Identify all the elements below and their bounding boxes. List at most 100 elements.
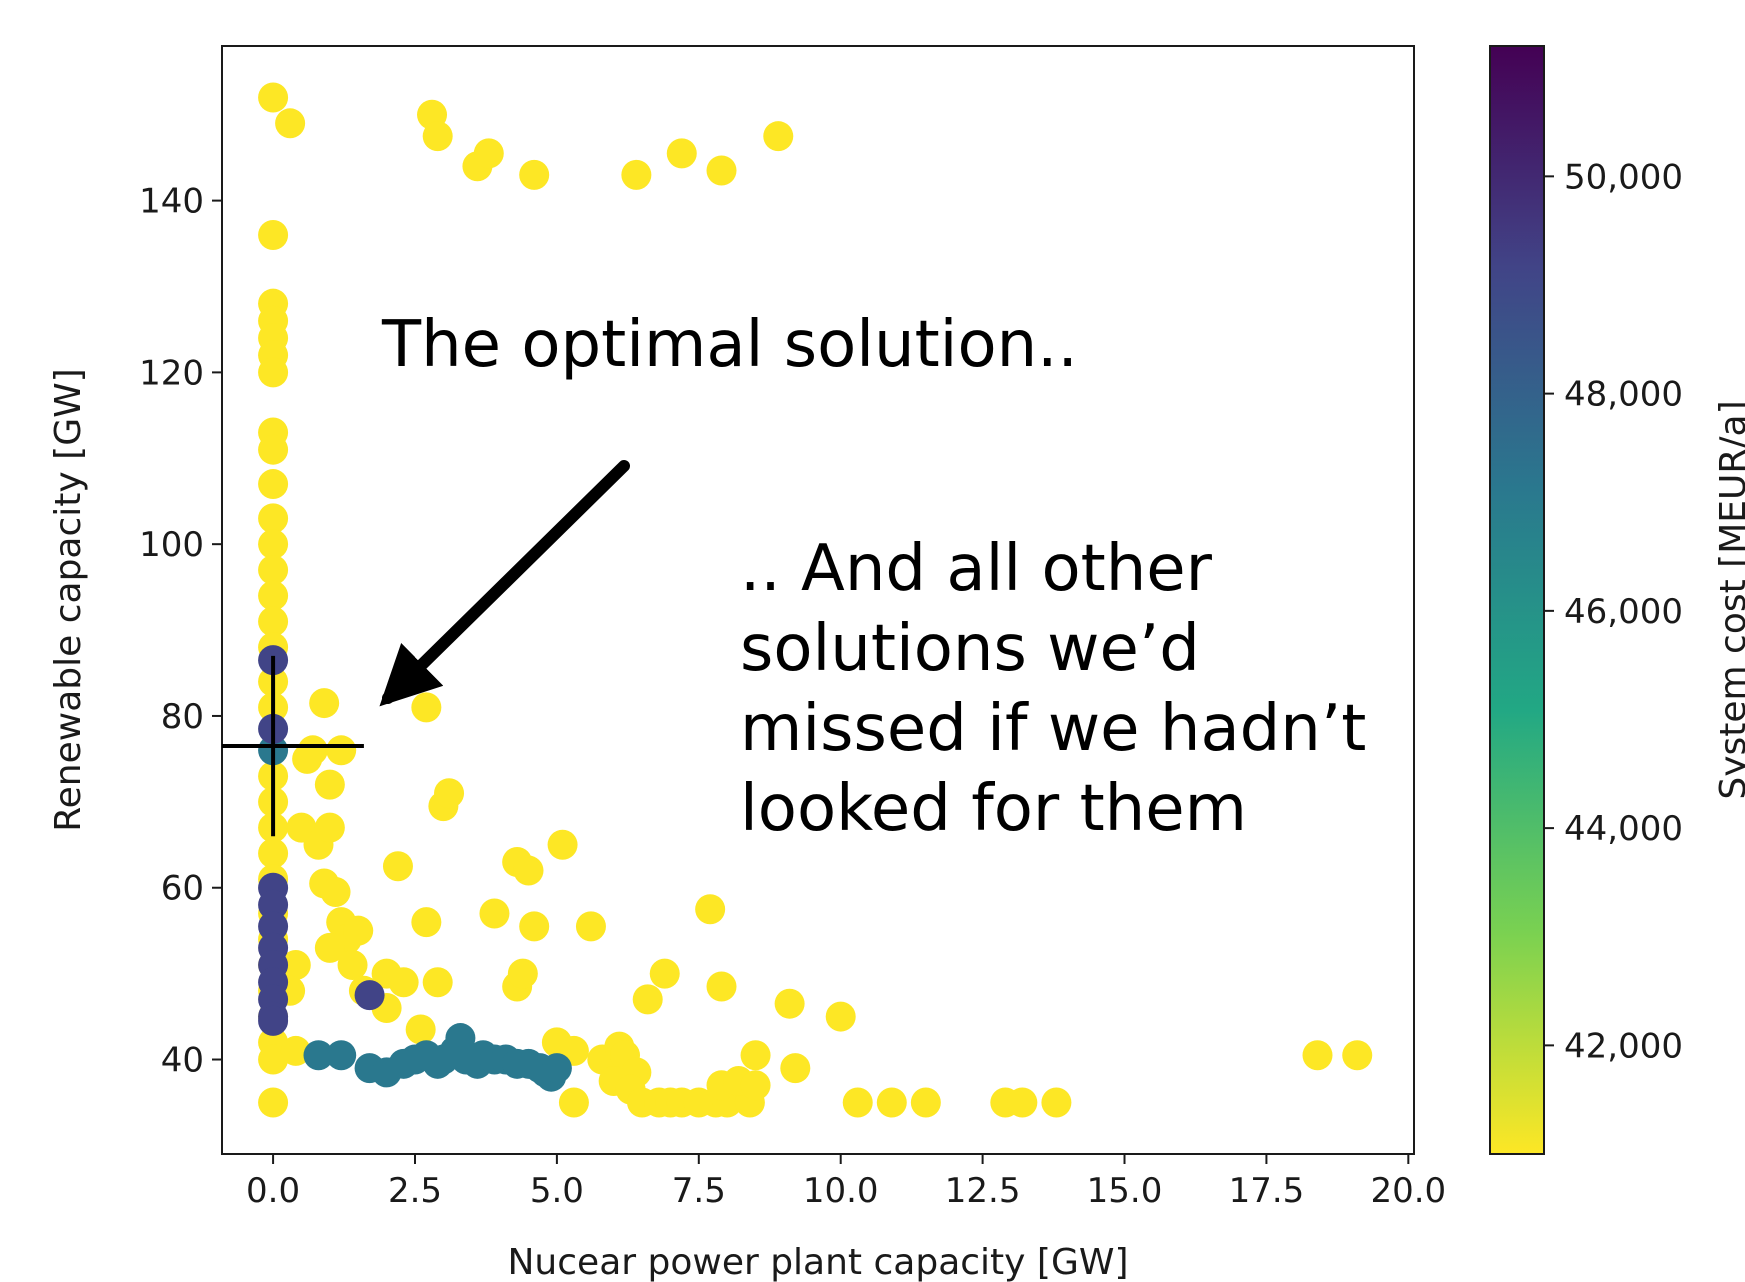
y-tick-label: 40: [161, 1041, 204, 1081]
annotation-line-4: looked for them: [740, 772, 1247, 846]
data-point: [558, 1087, 589, 1118]
data-point: [258, 82, 289, 113]
x-axis-label: Nucear power plant capacity [GW]: [508, 1242, 1129, 1282]
x-tick-label: 0.0: [246, 1171, 300, 1211]
x-axis-ticks: 0.0 2.5 5.0 7.5 10.0 12.5 15.0 17.5 20.0: [246, 1154, 1446, 1211]
y-tick-label: 140: [139, 182, 204, 222]
data-point: [292, 743, 323, 774]
data-point: [519, 911, 550, 942]
data-point: [258, 554, 289, 585]
data-points: [258, 82, 1373, 1118]
annotation-other-solutions: .. And all other solutions we’d missed i…: [740, 532, 1387, 846]
x-tick-label: 17.5: [1229, 1171, 1305, 1211]
data-point: [309, 688, 340, 719]
y-tick-label: 120: [139, 353, 204, 393]
data-point: [706, 971, 737, 1002]
annotation-line-2: solutions we’d: [740, 612, 1200, 686]
y-tick-label: 80: [161, 697, 204, 737]
colorbar: [1489, 45, 1545, 1155]
data-point: [411, 907, 442, 938]
y-tick-label: 60: [161, 869, 204, 909]
x-tick-label: 5.0: [530, 1171, 584, 1211]
data-point: [382, 851, 413, 882]
data-point: [740, 1040, 771, 1071]
data-point: [258, 838, 289, 869]
annotation-line-3: missed if we hadn’t: [740, 692, 1366, 766]
data-point: [326, 735, 357, 766]
data-point: [258, 1005, 289, 1036]
data-point: [876, 1087, 907, 1118]
annotation-optimal-line: The optimal solution..: [381, 308, 1078, 382]
data-point: [842, 1087, 873, 1118]
colorbar-label: System cost [MEUR/a]: [1713, 400, 1745, 799]
data-point: [258, 529, 289, 560]
data-point: [774, 988, 805, 1019]
data-point: [763, 121, 794, 152]
data-point: [825, 1001, 856, 1032]
data-point: [547, 829, 578, 860]
annotation-arrow: [379, 460, 630, 707]
data-point: [621, 159, 652, 190]
data-point: [1302, 1040, 1333, 1071]
data-point: [411, 692, 442, 723]
data-point: [258, 606, 289, 637]
data-point: [473, 138, 504, 169]
annotation-line-1: .. And all other: [740, 532, 1213, 606]
data-point: [405, 1014, 436, 1045]
data-point: [314, 769, 345, 800]
annotation-optimal: The optimal solution..: [381, 308, 1078, 382]
x-tick-label: 15.0: [1087, 1171, 1163, 1211]
x-tick-label: 2.5: [388, 1171, 442, 1211]
data-point: [258, 1087, 289, 1118]
y-axis-ticks: 40 60 80 100 120 140: [139, 182, 222, 1081]
data-point: [258, 434, 289, 465]
data-point: [343, 915, 374, 946]
data-point: [1342, 1040, 1373, 1071]
x-tick-label: 10.0: [803, 1171, 879, 1211]
data-point: [326, 1040, 357, 1071]
data-point: [575, 911, 606, 942]
data-point: [314, 932, 345, 963]
data-point: [695, 894, 726, 925]
x-tick-label: 7.5: [672, 1171, 726, 1211]
data-point: [280, 950, 311, 981]
colorbar-tick-label: 46,000: [1564, 592, 1683, 632]
data-point: [513, 855, 544, 886]
colorbar-ticks: 42,000 44,000 46,000 48,000 50,000: [1544, 157, 1683, 1066]
data-point: [740, 1070, 771, 1101]
data-point: [1007, 1087, 1038, 1118]
data-point: [910, 1087, 941, 1118]
data-point: [1041, 1087, 1072, 1118]
data-point: [649, 958, 680, 989]
x-tick-label: 12.5: [945, 1171, 1021, 1211]
data-point: [314, 812, 345, 843]
data-point: [280, 1035, 311, 1066]
data-point: [519, 159, 550, 190]
colorbar-tick-label: 42,000: [1564, 1026, 1683, 1066]
colorbar-tick-label: 50,000: [1564, 157, 1683, 197]
y-tick-label: 100: [139, 525, 204, 565]
colorbar-tick-label: 44,000: [1564, 809, 1683, 849]
optimal-solution-crosshair: [222, 655, 364, 837]
data-point: [258, 911, 289, 942]
data-point: [258, 1044, 289, 1075]
data-point: [258, 469, 289, 500]
x-tick-label: 20.0: [1370, 1171, 1446, 1211]
data-point: [275, 108, 306, 139]
data-point: [258, 503, 289, 534]
data-point: [666, 138, 697, 169]
y-axis-label: Renewable capacity [GW]: [48, 368, 89, 831]
data-point: [434, 778, 465, 809]
data-point: [258, 219, 289, 250]
data-point: [780, 1053, 811, 1084]
data-point: [632, 984, 663, 1015]
data-point: [388, 967, 419, 998]
data-point: [479, 898, 510, 929]
data-point: [320, 877, 351, 908]
data-point: [507, 958, 538, 989]
data-point: [706, 155, 737, 186]
data-point: [422, 967, 453, 998]
colorbar-tick-label: 48,000: [1564, 375, 1683, 415]
plot-frame: [221, 45, 1415, 1155]
